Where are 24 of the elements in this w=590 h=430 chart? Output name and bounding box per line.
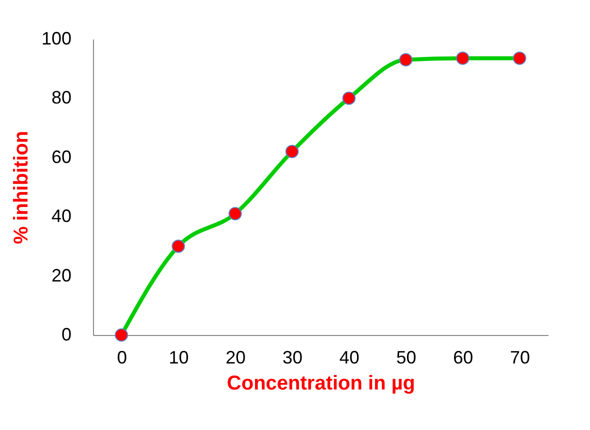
- x-tick-label: 60: [453, 348, 474, 368]
- x-axis-title: Concentration in µg: [226, 372, 416, 394]
- point: [285, 144, 299, 158]
- x-tick-label: 0: [116, 348, 127, 368]
- x-tick-label: 20: [226, 348, 246, 368]
- y-axis-title: % inhibition: [10, 130, 32, 244]
- point: [228, 207, 242, 220]
- point: [342, 92, 356, 105]
- x-tick-label: 10: [168, 348, 189, 368]
- x-tick-label: 30: [282, 348, 303, 368]
- y-tick-label: 40: [51, 206, 72, 226]
- x-tick-label: 70: [510, 348, 530, 368]
- y-tick-label: 100: [41, 28, 72, 48]
- x-tick-label: 50: [396, 348, 416, 368]
- point: [399, 53, 412, 66]
- point: [512, 52, 526, 65]
- y-tick-label: 0: [61, 324, 72, 344]
- point: [456, 52, 470, 65]
- y-tick-label: 20: [51, 265, 72, 286]
- x-tick-label: 40: [339, 348, 360, 368]
- y-tick-label: 80: [51, 88, 72, 108]
- y-tick-label: 60: [51, 146, 72, 167]
- point: [114, 328, 128, 342]
- point: [172, 240, 185, 253]
